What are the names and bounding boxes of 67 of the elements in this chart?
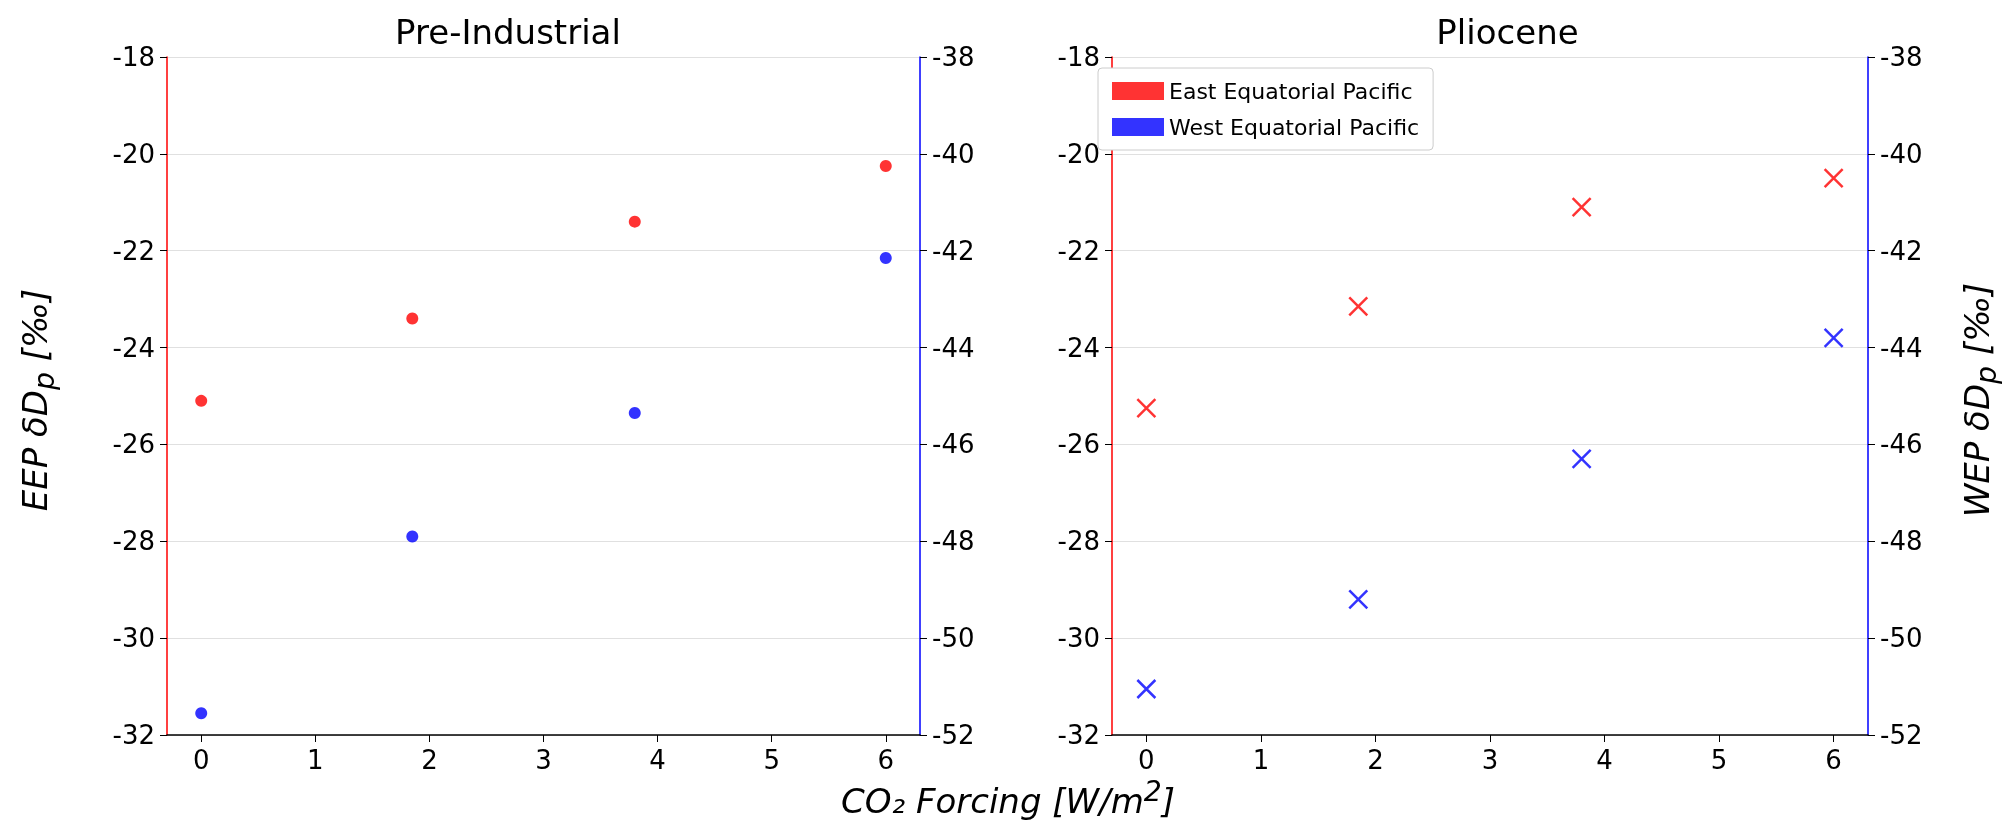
x-tick-label: 5 <box>763 745 780 775</box>
point <box>879 159 892 172</box>
y2-tick-label: -46 <box>1880 429 1923 460</box>
y-tick-label: -32 <box>112 720 155 750</box>
x-tick-label: 1 <box>307 745 324 775</box>
y-tick-label: -22 <box>112 235 155 266</box>
y-tick-label: -26 <box>1057 429 1100 460</box>
y2-tick-label: -50 <box>1880 623 1923 654</box>
point <box>1136 678 1157 700</box>
y-tick-label: -28 <box>1057 526 1100 557</box>
x-tick-label: 3 <box>1481 745 1499 775</box>
point <box>406 530 419 543</box>
chart-title: Pre-Industrial <box>395 12 621 52</box>
x-tick-label: 4 <box>649 745 666 775</box>
point <box>406 312 419 325</box>
point <box>1571 196 1592 218</box>
chart-title: Pliocene <box>1436 12 1579 52</box>
y-tick-label: -24 <box>112 332 155 363</box>
y-tick-label: -20 <box>1057 138 1100 169</box>
y-tick-label: -28 <box>112 526 155 557</box>
point <box>195 394 208 407</box>
point <box>1571 448 1592 470</box>
y-tick-label: -22 <box>1057 235 1100 266</box>
y2-tick-label: -44 <box>1880 332 1923 363</box>
y2-tick-label: -44 <box>932 332 975 363</box>
x-tick-label: 6 <box>1825 745 1842 775</box>
x-tick-label: 6 <box>877 745 895 775</box>
x-tick-label: 0 <box>1138 745 1155 775</box>
x-tick-label: 3 <box>535 745 552 775</box>
y2-tick-label: -38 <box>932 42 975 72</box>
legend-label: West Equatorial Pacific <box>1169 114 1420 140</box>
x-tick-label: 1 <box>1252 745 1270 775</box>
x-axis-title: CO₂ Forcing [W/m$^{2}$] <box>840 774 1176 822</box>
y2-tick-label: -48 <box>1880 526 1923 557</box>
point <box>1348 296 1369 317</box>
y-tick-label: -30 <box>1057 623 1100 654</box>
y-tick-label: -24 <box>1057 332 1100 363</box>
y-tick-label: -18 <box>112 42 155 72</box>
y2-tick-label: -40 <box>1880 138 1923 169</box>
y2-tick-label: -40 <box>932 138 975 169</box>
y2-tick-label: -52 <box>1880 720 1923 750</box>
point <box>628 215 641 228</box>
x-tick-label: 2 <box>421 745 438 775</box>
y2-tick-label: -38 <box>1880 42 1923 72</box>
x-tick-label: 0 <box>192 745 210 775</box>
y-tick-label: -26 <box>112 429 155 460</box>
y2-tick-label: -42 <box>932 235 975 266</box>
point <box>628 406 641 419</box>
point <box>879 251 892 264</box>
x-tick-label: 4 <box>1596 745 1613 775</box>
y-tick-label: -18 <box>1057 42 1100 72</box>
point <box>1348 589 1369 610</box>
y-tick-label: -20 <box>112 138 155 169</box>
y2-tick-label: -46 <box>932 429 975 460</box>
point <box>1823 167 1844 189</box>
point <box>1136 397 1157 419</box>
x-tick-label: 5 <box>1710 745 1728 775</box>
x-tick-label: 2 <box>1367 745 1384 775</box>
y2-tick-label: -50 <box>932 623 975 654</box>
y2-tick-label: -48 <box>932 526 975 557</box>
point <box>1823 327 1844 349</box>
point <box>195 707 208 720</box>
y2-tick-label: -52 <box>932 720 975 750</box>
legend-label: East Equatorial Pacific <box>1169 78 1413 104</box>
y-tick-label: -32 <box>1057 720 1100 750</box>
y2-tick-label: -42 <box>1880 235 1923 266</box>
y-tick-label: -30 <box>112 623 155 654</box>
